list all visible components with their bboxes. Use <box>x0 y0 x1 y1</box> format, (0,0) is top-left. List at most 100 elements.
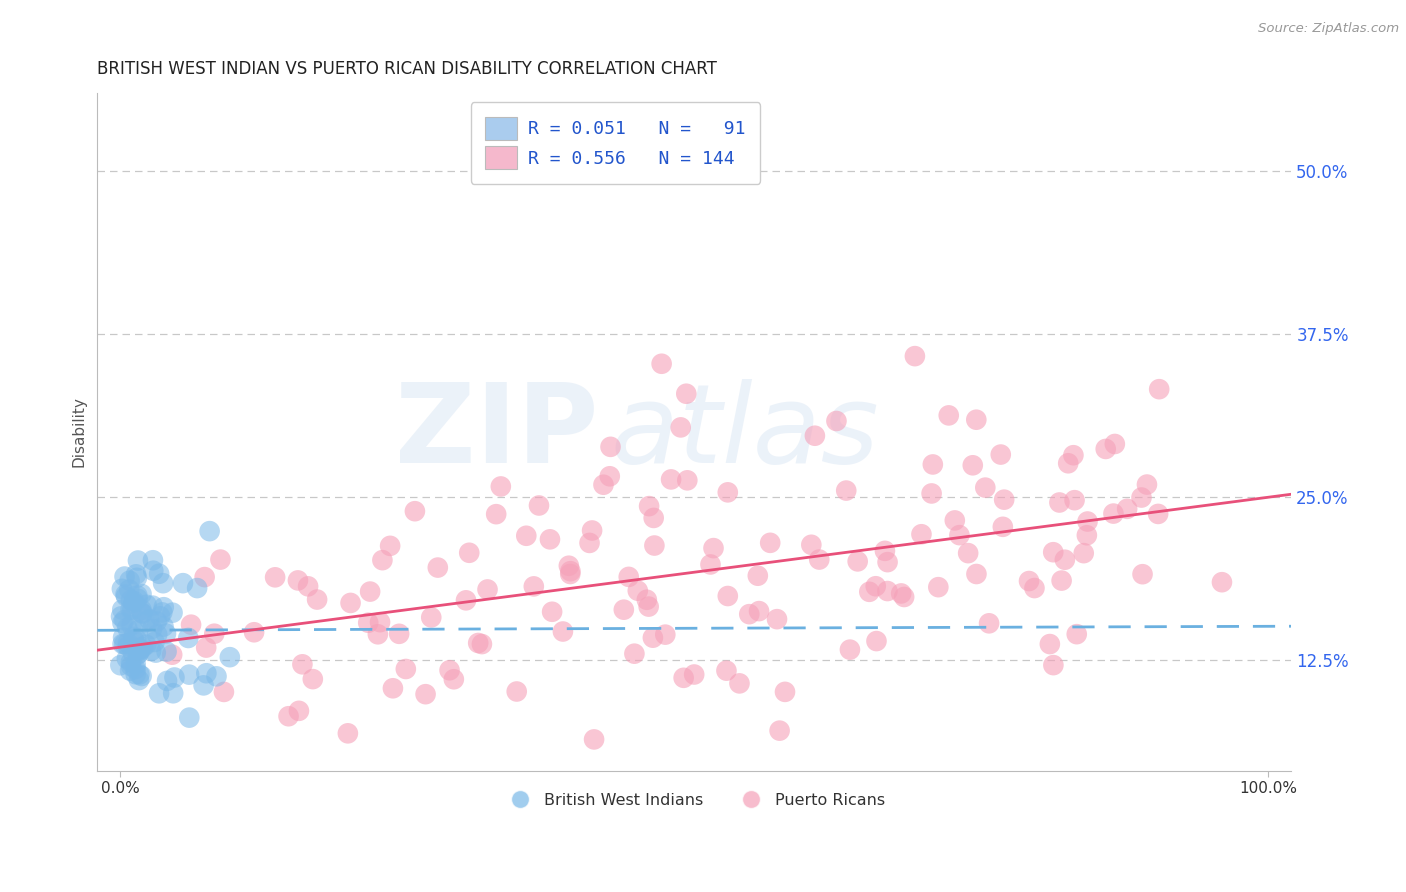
Point <box>134 615 156 630</box>
Point <box>921 458 943 472</box>
Point <box>121 646 143 660</box>
Point <box>592 477 614 491</box>
Point <box>538 533 561 547</box>
Point <box>910 527 932 541</box>
Point <box>162 606 184 620</box>
Point <box>515 529 537 543</box>
Point <box>747 568 769 582</box>
Point <box>120 593 142 607</box>
Point <box>135 638 157 652</box>
Legend: British West Indians, Puerto Ricans: British West Indians, Puerto Ricans <box>498 786 891 814</box>
Point <box>209 552 232 566</box>
Point <box>128 673 150 687</box>
Point <box>297 579 319 593</box>
Point <box>202 626 225 640</box>
Point <box>148 686 170 700</box>
Point <box>728 676 751 690</box>
Point <box>471 637 494 651</box>
Point <box>654 627 676 641</box>
Point <box>637 599 659 614</box>
Text: Source: ZipAtlas.com: Source: ZipAtlas.com <box>1258 22 1399 36</box>
Point <box>121 618 143 632</box>
Point <box>804 428 827 442</box>
Point <box>371 553 394 567</box>
Point <box>125 567 148 582</box>
Point <box>368 615 391 629</box>
Point <box>152 619 174 633</box>
Point <box>904 349 927 363</box>
Point <box>264 570 287 584</box>
Point <box>839 642 862 657</box>
Point <box>138 612 160 626</box>
Point <box>198 524 221 538</box>
Point <box>118 574 141 588</box>
Point <box>977 616 1000 631</box>
Point <box>1094 442 1116 456</box>
Point <box>142 599 165 613</box>
Point <box>489 479 512 493</box>
Point <box>1102 507 1125 521</box>
Point <box>163 671 186 685</box>
Point <box>1147 382 1170 396</box>
Point <box>938 409 960 423</box>
Point <box>129 641 152 656</box>
Point <box>172 576 194 591</box>
Point <box>131 587 153 601</box>
Point <box>127 648 149 662</box>
Point <box>643 539 665 553</box>
Point <box>415 687 437 701</box>
Point <box>120 664 142 678</box>
Point <box>835 483 858 498</box>
Point <box>367 627 389 641</box>
Point <box>336 726 359 740</box>
Point <box>129 643 152 657</box>
Point <box>1063 493 1085 508</box>
Point <box>716 664 738 678</box>
Point <box>131 603 153 617</box>
Point <box>1136 477 1159 491</box>
Point <box>1050 574 1073 588</box>
Point <box>578 536 600 550</box>
Point <box>146 627 169 641</box>
Point <box>627 583 650 598</box>
Point <box>583 732 606 747</box>
Point <box>1018 574 1040 588</box>
Point <box>458 546 481 560</box>
Point <box>560 566 582 581</box>
Point <box>152 576 174 591</box>
Point <box>1130 491 1153 505</box>
Point <box>218 650 240 665</box>
Point <box>477 582 499 597</box>
Point <box>131 606 153 620</box>
Point <box>121 603 143 617</box>
Point <box>865 579 887 593</box>
Point <box>1076 528 1098 542</box>
Text: ZIP: ZIP <box>395 378 599 485</box>
Point <box>195 666 218 681</box>
Point <box>523 579 546 593</box>
Y-axis label: Disability: Disability <box>72 397 86 467</box>
Point <box>127 623 149 637</box>
Point <box>717 589 740 603</box>
Point <box>359 584 381 599</box>
Point <box>738 607 761 622</box>
Point <box>638 499 661 513</box>
Point <box>651 357 673 371</box>
Point <box>291 657 314 672</box>
Point <box>766 612 789 626</box>
Point <box>125 571 148 585</box>
Point <box>1047 495 1070 509</box>
Point <box>205 669 228 683</box>
Point <box>439 663 461 677</box>
Point <box>277 709 299 723</box>
Point <box>1147 507 1170 521</box>
Point <box>865 634 887 648</box>
Point <box>111 637 134 651</box>
Point <box>162 686 184 700</box>
Point <box>702 541 724 555</box>
Point <box>1211 575 1233 590</box>
Text: atlas: atlas <box>610 378 879 485</box>
Point <box>131 607 153 621</box>
Point <box>1066 627 1088 641</box>
Point <box>808 552 831 566</box>
